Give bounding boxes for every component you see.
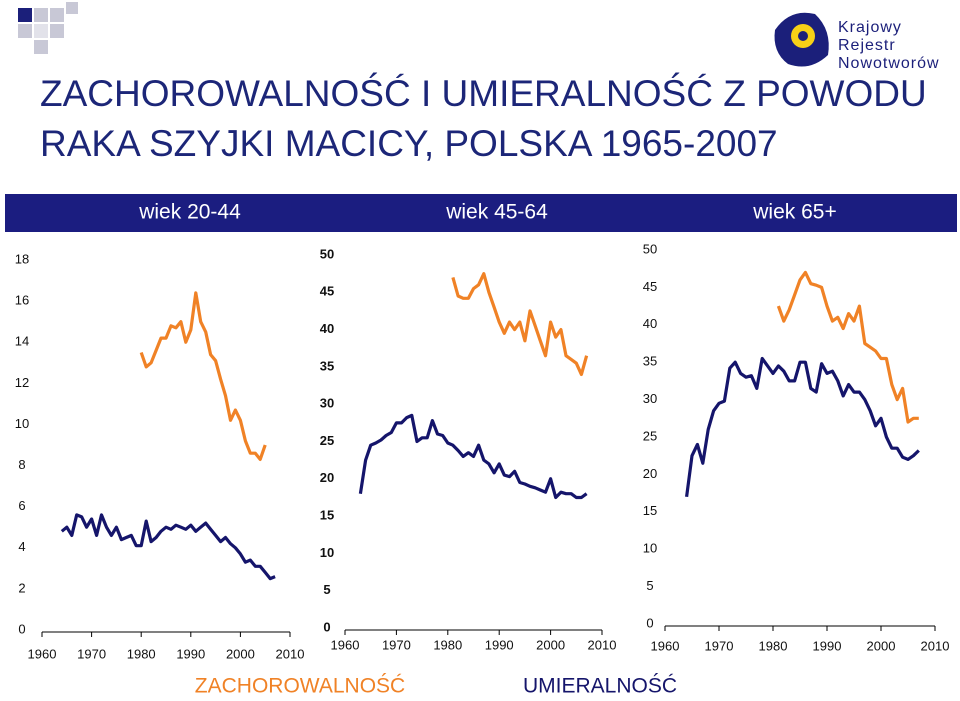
- panel-title: wiek 65+: [752, 201, 836, 224]
- x-tick-label: 1980: [127, 646, 156, 661]
- y-tick-label: 5: [646, 578, 653, 593]
- x-tick-label: 1980: [433, 637, 462, 652]
- y-tick-label: 45: [320, 284, 334, 299]
- logo-text: Krajowy: [838, 19, 902, 36]
- y-tick-label: 50: [643, 241, 657, 256]
- y-tick-label: 30: [320, 396, 334, 411]
- y-tick-label: 35: [320, 358, 334, 373]
- header-band: [5, 194, 957, 232]
- panel-title: wiek 20-44: [138, 201, 241, 224]
- x-tick-label: 2010: [276, 646, 305, 661]
- x-tick-label: 1960: [331, 637, 360, 652]
- y-tick-label: 0: [646, 615, 653, 630]
- y-tick-label: 20: [643, 466, 657, 481]
- series-line: [451, 272, 589, 376]
- x-tick-label: 2000: [226, 646, 255, 661]
- y-tick-label: 35: [643, 354, 657, 369]
- y-tick-label: 0: [323, 619, 330, 634]
- x-tick-label: 1990: [176, 646, 205, 661]
- y-tick-label: 40: [643, 316, 657, 331]
- x-tick-label: 2010: [588, 637, 617, 652]
- y-tick-label: 18: [15, 251, 29, 266]
- logo: Krajowy Rejestr Nowotworów: [774, 12, 940, 72]
- decor: [18, 2, 78, 54]
- y-tick-label: 8: [18, 457, 25, 472]
- legend-label: ZACHOROWALNOŚĆ: [195, 674, 405, 696]
- x-tick-label: 1970: [705, 638, 734, 653]
- y-tick-label: 12: [15, 375, 29, 390]
- x-tick-label: 1970: [382, 637, 411, 652]
- logo-text: Rejestr: [838, 37, 896, 54]
- series-line: [358, 413, 588, 500]
- y-tick-label: 0: [18, 621, 25, 636]
- y-tick-label: 14: [15, 334, 29, 349]
- y-tick-label: 10: [15, 416, 29, 431]
- y-tick-label: 50: [320, 246, 334, 261]
- title: RAKA SZYJKI MACICY, POLSKA 1965-2007: [40, 123, 778, 164]
- y-tick-label: 16: [15, 293, 29, 308]
- x-tick-label: 2010: [921, 638, 950, 653]
- y-tick-label: 20: [320, 470, 334, 485]
- logo-text: Nowotworów: [838, 55, 940, 72]
- y-tick-label: 25: [320, 433, 334, 448]
- title: ZACHOROWALNOŚĆ I UMIERALNOŚĆ Z POWODU: [40, 72, 927, 114]
- y-tick-label: 45: [643, 279, 657, 294]
- y-tick-label: 4: [18, 539, 25, 554]
- series-line: [139, 291, 267, 461]
- legend-label: UMIERALNOŚĆ: [523, 674, 677, 696]
- x-tick-label: 1960: [651, 638, 680, 653]
- x-tick-label: 1970: [77, 646, 106, 661]
- y-tick-label: 10: [320, 545, 334, 560]
- series-line: [776, 270, 919, 424]
- y-tick-label: 6: [18, 498, 25, 513]
- y-tick-label: 10: [643, 541, 657, 556]
- x-tick-label: 2000: [867, 638, 896, 653]
- y-tick-label: 2: [18, 580, 25, 595]
- x-tick-label: 1990: [813, 638, 842, 653]
- series-line: [60, 513, 276, 581]
- y-tick-label: 30: [643, 391, 657, 406]
- x-tick-label: 1980: [759, 638, 788, 653]
- x-tick-label: 1960: [28, 646, 57, 661]
- y-tick-label: 40: [320, 321, 334, 336]
- y-tick-label: 5: [323, 582, 330, 597]
- y-tick-label: 15: [643, 503, 657, 518]
- series-line: [685, 356, 920, 498]
- y-tick-label: 15: [320, 508, 334, 523]
- x-tick-label: 1990: [485, 637, 514, 652]
- x-tick-label: 2000: [536, 637, 565, 652]
- y-tick-label: 25: [643, 428, 657, 443]
- panel-title: wiek 45-64: [445, 201, 548, 224]
